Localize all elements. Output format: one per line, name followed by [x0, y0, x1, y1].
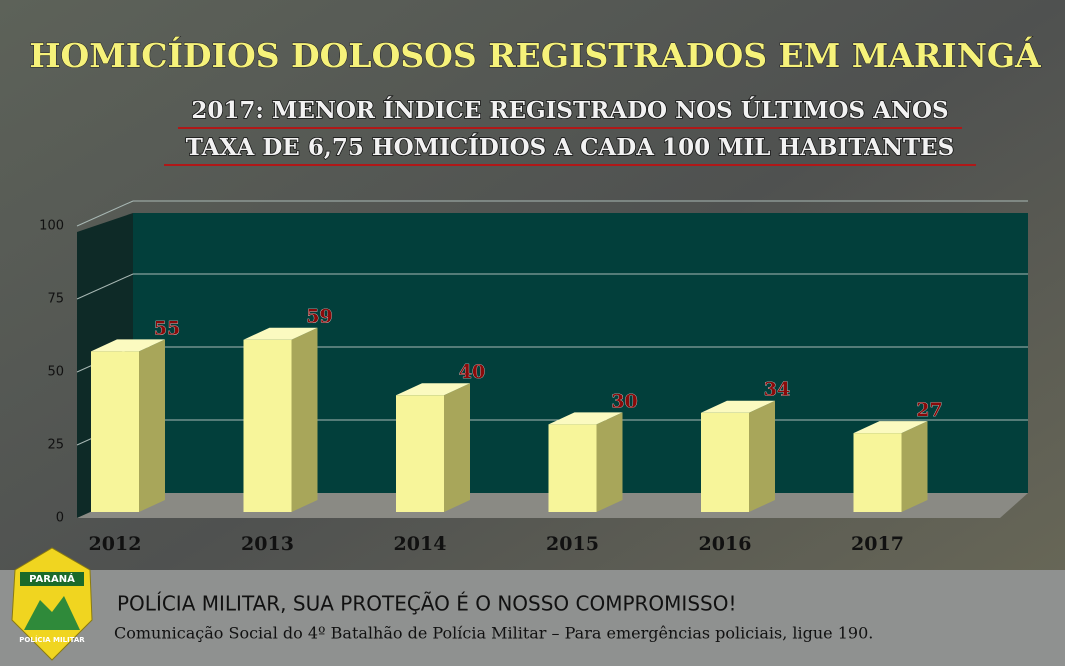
- bar-side: [749, 400, 775, 512]
- bar-front: [853, 433, 902, 512]
- badge-top: PARANÁ: [29, 572, 75, 585]
- bar: [91, 339, 165, 512]
- bar-front: [243, 339, 292, 512]
- bar-front: [91, 351, 139, 512]
- value-label: 34: [764, 379, 790, 401]
- chart-title: HOMICÍDIOS DOLOSOS REGISTRADOS EM MARING…: [29, 35, 1041, 75]
- y-tick-label: 75: [47, 292, 64, 307]
- badge-bottom: POLÍCIA MILITAR: [19, 635, 85, 644]
- bar: [701, 400, 775, 512]
- x-tick-label: 2014: [394, 533, 447, 555]
- value-label: 55: [154, 317, 180, 339]
- bar: [548, 412, 623, 512]
- badge: PARANÁ POLÍCIA MILITAR: [11, 547, 93, 661]
- bar-side: [444, 383, 470, 512]
- bar-top: [396, 383, 470, 396]
- grid-line: [76, 273, 1028, 300]
- bar: [396, 383, 470, 512]
- y-tick-label: 0: [56, 511, 64, 526]
- subtitle: 2017: MENOR ÍNDICE REGISTRADO NOS ÚLTIMO…: [191, 97, 948, 124]
- footer-credit: Comunicação Social do 4º Batalhão de Pol…: [114, 624, 873, 643]
- bar-top: [91, 339, 165, 352]
- footer-band: [0, 570, 1065, 666]
- badge-band: [20, 572, 84, 586]
- footer-slogan: POLÍCIA MILITAR, SUA PROTEÇÃO É O NOSSO …: [117, 592, 736, 616]
- value-label: 59: [306, 306, 332, 328]
- badge-hills: [24, 596, 80, 630]
- bar-top: [701, 400, 775, 413]
- bar-side: [901, 421, 928, 512]
- bar-front: [396, 395, 444, 512]
- x-tick-label: 2012: [89, 533, 142, 555]
- bar-front: [701, 412, 749, 512]
- bar-front: [548, 424, 597, 512]
- bar-side: [596, 412, 623, 512]
- bar-top: [853, 421, 928, 434]
- x-tick-label: 2017: [851, 533, 904, 555]
- y-tick-label: 50: [47, 365, 64, 380]
- bar: [853, 421, 928, 512]
- x-tick-label: 2015: [546, 533, 599, 555]
- value-label: 40: [459, 361, 485, 383]
- value-label: 27: [916, 399, 942, 421]
- bar-side: [291, 327, 318, 512]
- x-tick-label: 2016: [699, 533, 752, 555]
- bar-top: [548, 412, 623, 425]
- value-label: 30: [611, 390, 637, 412]
- x-tick-label: 2013: [241, 533, 294, 555]
- bar-top: [243, 327, 318, 340]
- bar-side: [139, 339, 165, 512]
- subtitle: TAXA DE 6,75 HOMICÍDIOS A CADA 100 MIL H…: [186, 134, 954, 161]
- grid-line: [76, 200, 1028, 227]
- y-tick-label: 100: [39, 219, 64, 234]
- bar: [243, 327, 318, 512]
- y-tick-label: 25: [47, 438, 64, 453]
